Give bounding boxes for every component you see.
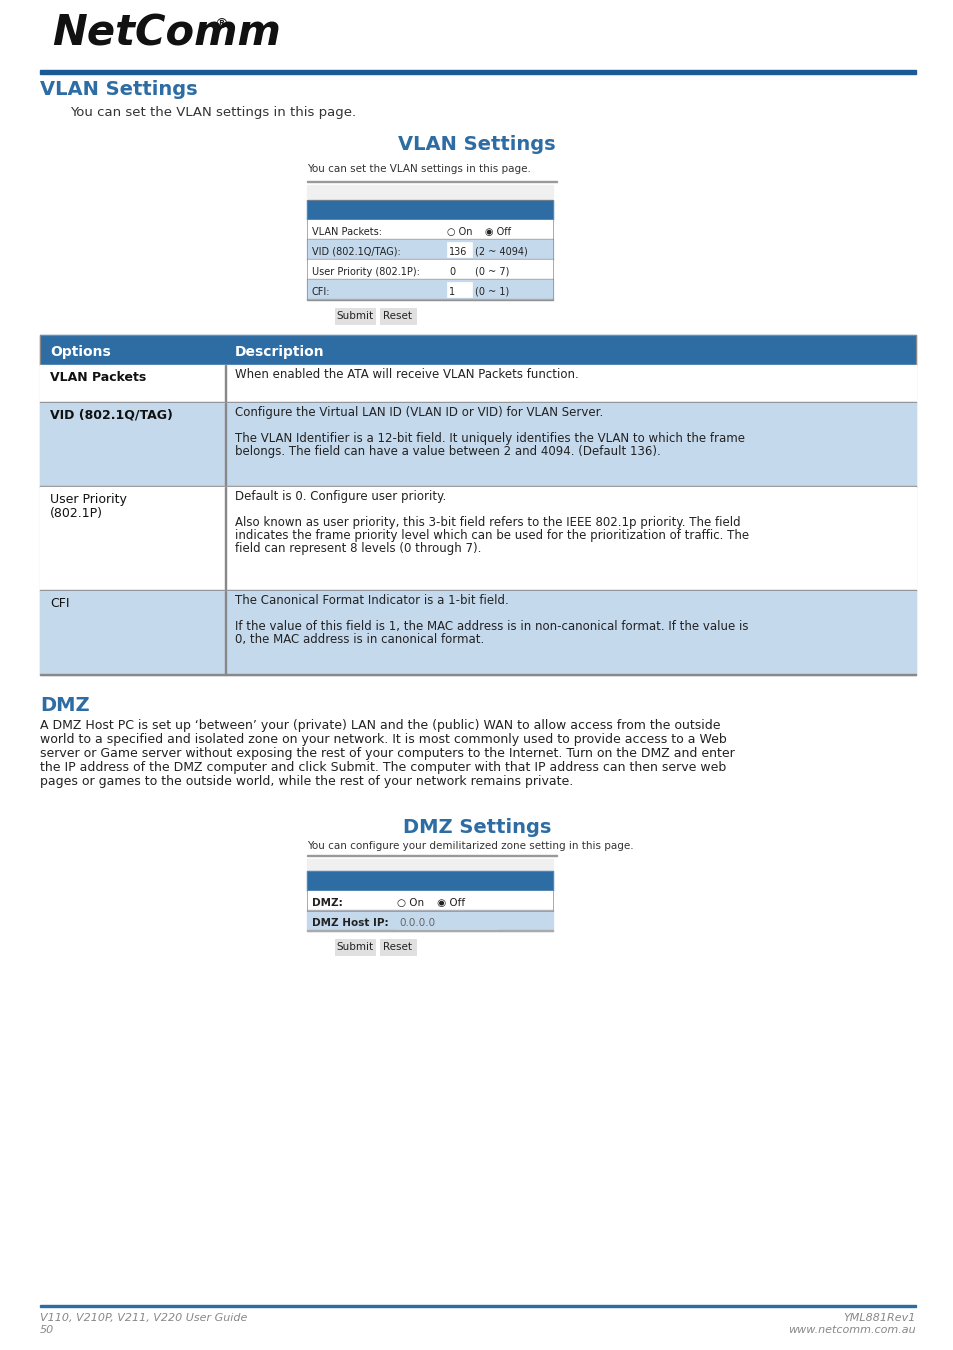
Text: You can set the VLAN settings in this page.: You can set the VLAN settings in this pa… — [307, 163, 530, 174]
Text: ○ On    ◉ Off: ○ On ◉ Off — [396, 898, 465, 909]
Text: CFI: CFI — [50, 597, 70, 610]
Bar — [307, 871, 553, 891]
Text: ®: ® — [213, 18, 228, 32]
Text: YML881Rev1: YML881Rev1 — [842, 1314, 915, 1323]
Bar — [307, 261, 553, 279]
Text: field can represent 8 levels (0 through 7).: field can represent 8 levels (0 through … — [234, 541, 481, 555]
Bar — [40, 591, 915, 675]
Text: Configure the Virtual LAN ID (VLAN ID or VID) for VLAN Server.: Configure the Virtual LAN ID (VLAN ID or… — [234, 406, 602, 418]
Text: DMZ Host IP:: DMZ Host IP: — [312, 918, 388, 927]
Bar — [40, 70, 915, 74]
Text: VLAN Settings: VLAN Settings — [40, 80, 197, 99]
Bar — [40, 487, 915, 591]
Text: Description: Description — [234, 346, 324, 359]
Text: When enabled the ATA will receive VLAN Packets function.: When enabled the ATA will receive VLAN P… — [234, 369, 578, 381]
Bar — [335, 940, 375, 954]
Text: VLAN Packets:: VLAN Packets: — [312, 227, 381, 238]
Text: pages or games to the outside world, while the rest of your network remains priv: pages or games to the outside world, whi… — [40, 775, 573, 788]
Bar — [307, 871, 553, 911]
Text: User Priority (802.1P):: User Priority (802.1P): — [312, 267, 419, 277]
Bar — [379, 308, 416, 324]
Text: (802.1P): (802.1P) — [50, 508, 103, 520]
Bar — [447, 262, 472, 277]
Bar — [307, 859, 553, 871]
Text: You can configure your demilitarized zone setting in this page.: You can configure your demilitarized zon… — [307, 841, 633, 850]
Bar — [225, 404, 226, 487]
Text: The VLAN Identifier is a 12-bit field. It uniquely identifies the VLAN to which : The VLAN Identifier is a 12-bit field. I… — [234, 432, 744, 446]
Text: NetComm: NetComm — [52, 12, 280, 54]
Text: VID (802.1Q/TAG): VID (802.1Q/TAG) — [50, 409, 172, 423]
Bar — [396, 913, 497, 929]
Bar — [40, 335, 915, 675]
Text: 50: 50 — [40, 1324, 54, 1335]
Text: Submit: Submit — [336, 942, 374, 952]
Text: (0 ~ 1): (0 ~ 1) — [475, 288, 509, 297]
Text: DMZ: DMZ — [40, 697, 90, 716]
Bar — [40, 335, 915, 365]
Text: belongs. The field can have a value between 2 and 4094. (Default 136).: belongs. The field can have a value betw… — [234, 446, 660, 458]
Text: (2 ~ 4094): (2 ~ 4094) — [475, 247, 527, 256]
Bar — [307, 185, 553, 198]
Text: 0, the MAC address is in canonical format.: 0, the MAC address is in canonical forma… — [234, 633, 484, 647]
Bar — [40, 364, 915, 404]
Bar — [379, 940, 416, 954]
Bar — [335, 308, 375, 324]
Bar — [307, 279, 553, 300]
Text: Reset: Reset — [383, 310, 412, 321]
Text: Reset: Reset — [383, 942, 412, 952]
Text: DMZ:: DMZ: — [312, 898, 342, 909]
Bar — [40, 404, 915, 487]
Text: 0: 0 — [449, 267, 455, 277]
Text: User Priority: User Priority — [50, 493, 127, 506]
Text: 1: 1 — [449, 288, 455, 297]
Text: server or Game server without exposing the rest of your computers to the Interne: server or Game server without exposing t… — [40, 747, 734, 760]
Bar — [40, 1305, 915, 1307]
Bar — [307, 891, 553, 911]
Text: Submit: Submit — [336, 310, 374, 321]
Bar — [307, 200, 553, 220]
Bar — [307, 200, 553, 300]
Bar — [307, 240, 553, 261]
Bar — [225, 364, 226, 404]
Text: You can set the VLAN settings in this page.: You can set the VLAN settings in this pa… — [70, 107, 355, 119]
Text: (0 ~ 7): (0 ~ 7) — [475, 267, 509, 277]
Text: CFI:: CFI: — [312, 288, 330, 297]
Text: world to a specified and isolated zone on your network. It is most commonly used: world to a specified and isolated zone o… — [40, 733, 726, 747]
Bar — [307, 911, 553, 932]
Text: VLAN Packets: VLAN Packets — [50, 371, 146, 383]
Bar — [307, 220, 553, 240]
Bar — [447, 282, 472, 297]
Text: www.netcomm.com.au: www.netcomm.com.au — [787, 1324, 915, 1335]
Text: Also known as user priority, this 3-bit field refers to the IEEE 802.1p priority: Also known as user priority, this 3-bit … — [234, 516, 740, 529]
Text: V110, V210P, V211, V220 User Guide: V110, V210P, V211, V220 User Guide — [40, 1314, 247, 1323]
Bar — [225, 591, 226, 675]
Text: ○ On    ◉ Off: ○ On ◉ Off — [447, 227, 511, 238]
Text: The Canonical Format Indicator is a 1-bit field.: The Canonical Format Indicator is a 1-bi… — [234, 594, 508, 608]
Text: DMZ Settings: DMZ Settings — [402, 818, 551, 837]
Text: Options: Options — [50, 346, 111, 359]
Text: the IP address of the DMZ computer and click Submit. The computer with that IP a: the IP address of the DMZ computer and c… — [40, 761, 725, 774]
Text: indicates the frame priority level which can be used for the prioritization of t: indicates the frame priority level which… — [234, 529, 748, 541]
Bar — [225, 487, 226, 591]
Bar — [447, 242, 472, 256]
Text: 0.0.0.0: 0.0.0.0 — [398, 918, 435, 927]
Text: VID (802.1Q/TAG):: VID (802.1Q/TAG): — [312, 247, 400, 256]
Text: If the value of this field is 1, the MAC address is in non-canonical format. If : If the value of this field is 1, the MAC… — [234, 620, 748, 633]
Text: A DMZ Host PC is set up ‘between’ your (private) LAN and the (public) WAN to all: A DMZ Host PC is set up ‘between’ your (… — [40, 720, 720, 732]
Text: VLAN Settings: VLAN Settings — [397, 135, 556, 154]
Text: Default is 0. Configure user priority.: Default is 0. Configure user priority. — [234, 490, 446, 504]
Text: 136: 136 — [449, 247, 467, 256]
